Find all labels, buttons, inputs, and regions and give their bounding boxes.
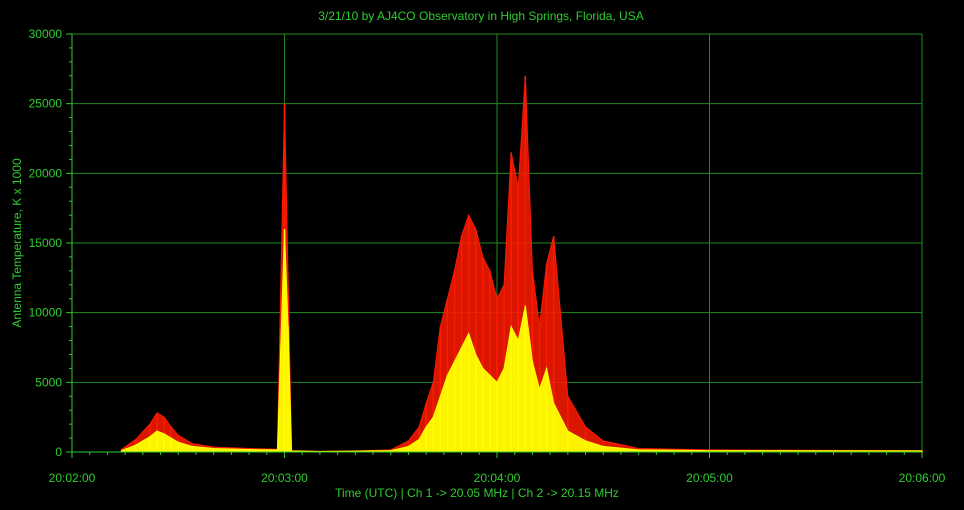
y-tick-label: 10000 xyxy=(29,306,63,320)
x-axis-label: Time (UTC) | Ch 1 -> 20.05 MHz | Ch 2 ->… xyxy=(335,486,619,500)
chart-title: 3/21/10 by AJ4CO Observatory in High Spr… xyxy=(318,9,643,23)
y-tick-label: 15000 xyxy=(29,236,63,250)
y-axis-label: Antenna Temperature, K x 1000 xyxy=(10,158,24,328)
y-tick-label: 25000 xyxy=(29,97,63,111)
x-tick-label: 20:05:00 xyxy=(686,471,733,485)
y-tick-label: 20000 xyxy=(29,166,63,180)
y-tick-label: 30000 xyxy=(29,27,63,41)
y-tick-label: 5000 xyxy=(35,375,62,389)
x-tick-label: 20:04:00 xyxy=(474,471,521,485)
y-tick-label: 0 xyxy=(55,445,62,459)
x-tick-label: 20:02:00 xyxy=(49,471,96,485)
x-tick-label: 20:06:00 xyxy=(899,471,946,485)
series-1-area xyxy=(121,75,923,453)
x-tick-label: 20:03:00 xyxy=(261,471,308,485)
